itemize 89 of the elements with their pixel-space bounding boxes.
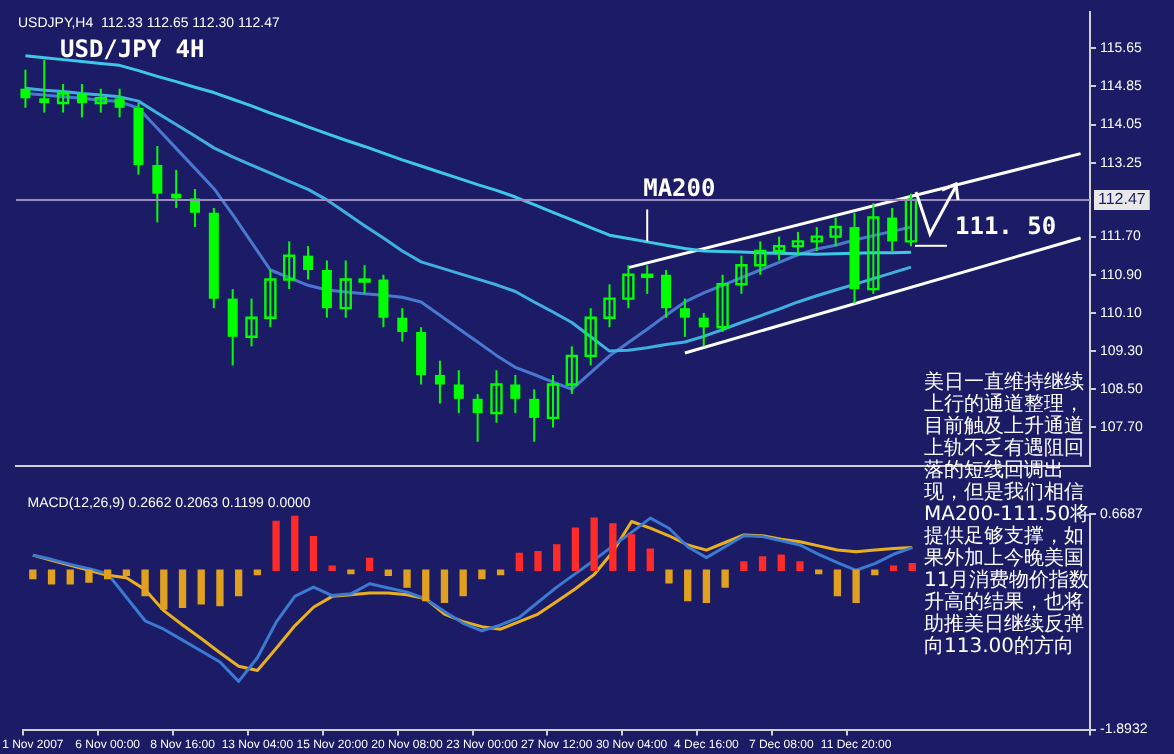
candlestick [20,68,31,109]
candlestick [303,245,314,281]
candlestick [321,259,332,319]
candlestick [716,273,729,334]
candlestick [453,369,464,415]
candlestick [358,264,371,295]
candlestick [114,87,125,119]
bar [684,569,692,602]
candlestick [810,226,823,252]
bar [740,561,748,571]
bar [347,569,355,575]
candlestick [397,307,408,343]
candlestick [565,345,579,396]
candlestick [56,82,70,114]
candlestick [754,240,767,276]
bar [141,569,149,597]
bar [178,569,187,608]
bar [47,569,56,585]
bar [852,569,860,603]
candlestick [472,393,483,443]
candlestick [378,273,389,329]
bar [365,557,374,571]
candlestick [887,206,898,252]
candlestick [698,311,709,348]
candlestick [867,202,880,295]
bar [160,569,168,610]
candlestick [679,297,690,338]
candlestick [283,240,296,291]
candlestick [227,288,238,367]
bar [889,565,898,571]
bar [590,517,598,571]
text: USD/JPY 4H [60,34,205,63]
bar [440,569,449,603]
candlestick [490,369,503,424]
candlestick [641,264,654,295]
annotation: 111. 50 [955,212,1057,241]
candlestick [661,269,672,319]
bar [403,569,411,588]
bar [66,569,74,585]
bar [777,554,785,571]
candlestick [76,82,87,119]
candlestick [791,230,805,257]
bar [309,535,318,571]
bar [422,569,430,602]
bar [534,551,542,571]
candlestick [264,269,277,329]
candlestick [416,326,427,386]
candlestick [339,259,352,319]
candlestick [94,87,107,114]
bar [459,569,467,597]
bar [553,544,561,571]
bar [216,569,224,607]
bar [478,569,486,580]
bar [721,569,729,588]
bar [646,548,654,571]
text: 美日一直维持继续上行的通道整理，目前触及上升通道上轨不乏有遇阻回落的短线回调出现，但是我们相信MA200-111.50将提供足够支撑，如果外加上今晚美国11月消费物价指数升高的结果，也将助推美日继续反弹向113.00的方向 [924,372,1091,658]
ref-line-label: 112.47 [1098,190,1147,209]
candlestick [546,373,560,429]
candlestick [584,307,597,367]
candlestick [622,264,635,310]
candlestick [529,388,540,443]
bar [328,565,336,571]
bar [758,556,767,571]
bar [796,561,804,571]
bar [515,552,523,571]
bar [197,569,205,605]
candlestick [152,144,163,224]
candlestick [434,359,445,405]
bar [627,534,636,571]
bar [908,562,916,571]
candlestick [510,373,521,415]
candlestick [190,187,200,229]
candlestick [603,283,616,329]
bar [833,569,842,597]
bar [571,527,580,571]
candlestick [735,254,748,295]
bar [291,515,299,571]
annotation: MA200 [643,173,716,202]
bar [272,520,280,571]
bar [85,569,93,583]
bar [702,569,711,603]
bar [665,569,673,584]
candlestick [829,216,842,248]
bar [234,569,243,597]
bar [609,523,617,571]
candlestick [904,192,918,248]
candlestick [245,297,258,348]
candlestick [772,235,786,262]
candlestick [39,59,50,114]
